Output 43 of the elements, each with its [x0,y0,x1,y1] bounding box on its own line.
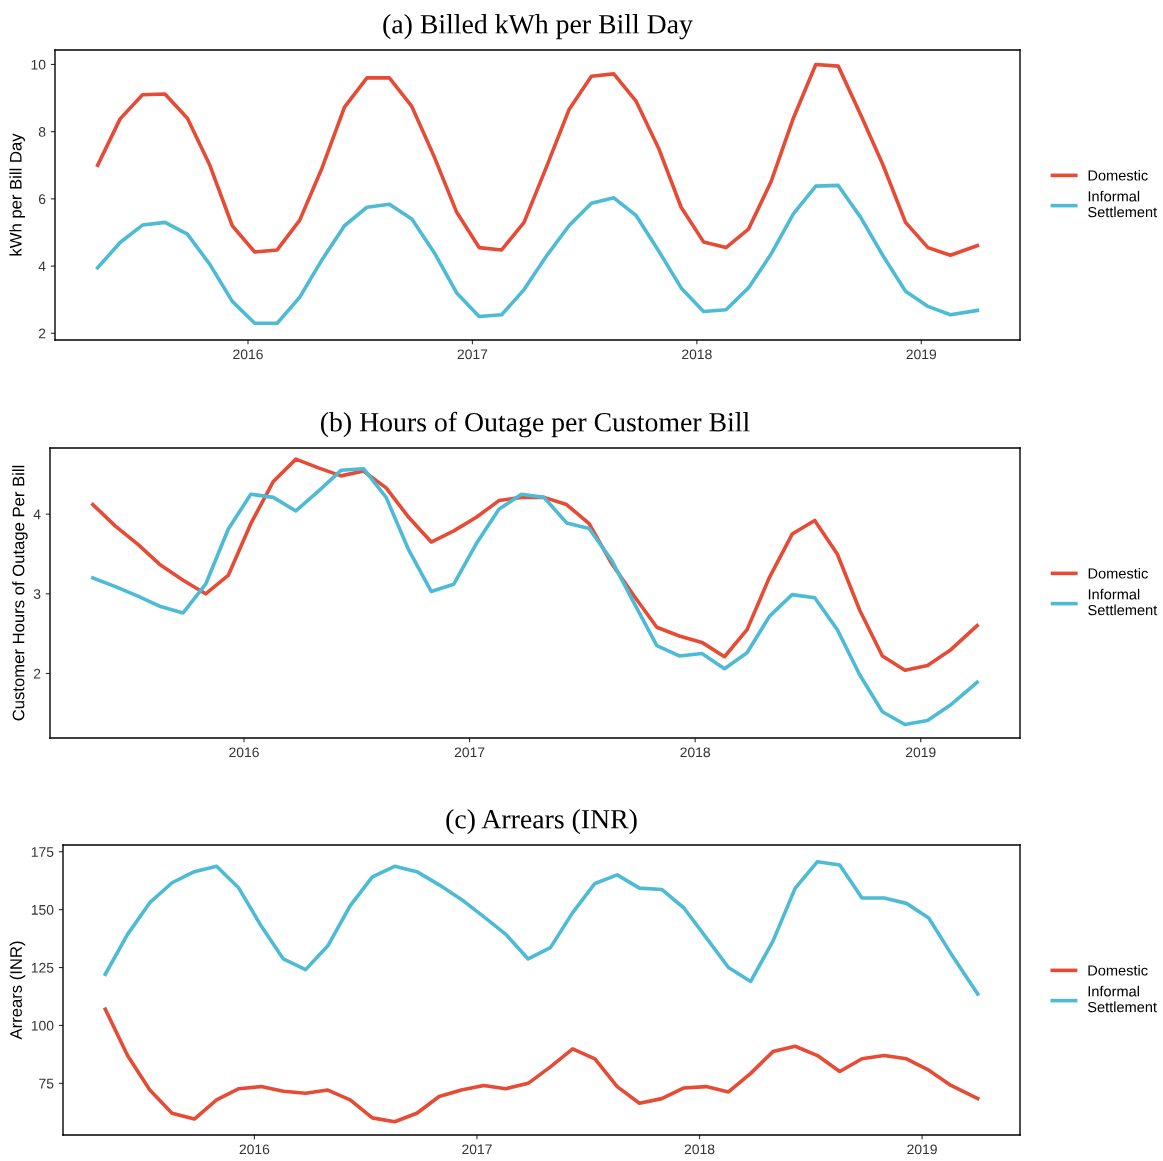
line-series [103,1007,980,1124]
x-tick-label: 2019 [906,349,937,360]
line-series [91,457,979,673]
y-tick-label: 75 [39,1078,54,1089]
x-tick-label: 2019 [906,747,936,758]
y-tick-label: 10 [31,59,46,70]
chart-title: (c) Arrears (INR) [446,809,637,835]
y-tick-label: 6 [38,194,46,205]
chart-title: (b) Hours of Outage per Customer Bill [320,411,750,438]
y-axis-title: kWh per Bill Day [9,133,25,256]
y-tick-label: 2 [38,328,46,339]
x-tick-label: 2018 [682,349,712,360]
x-tick-label: 2016 [233,349,263,360]
x-tick-label: 2019 [907,1144,937,1155]
y-tick-label: 4 [33,509,41,520]
y-tick-label: 4 [38,261,46,272]
y-tick-label: 100 [31,1020,54,1031]
legend-label: Domestic [1088,964,1148,976]
y-tick-label: 175 [31,847,54,857]
line-series [95,183,980,326]
x-tick-label: 2017 [457,349,488,360]
legend-label: Domestic [1088,567,1148,579]
y-tick-label: 125 [31,962,54,973]
legend-label: Informal Settlement [1088,190,1158,218]
x-tick-label: 2018 [684,1144,715,1155]
x-tick-label: 2016 [239,1144,270,1155]
y-axis-title: Arrears (INR) [9,941,26,1040]
line-series [103,859,980,996]
line-series [91,466,979,727]
legend-label: Informal Settlement [1088,588,1158,616]
x-tick-label: 2018 [680,747,711,758]
line-series [95,62,980,258]
legend-label: Domestic [1088,169,1148,181]
x-tick-label: 2017 [454,747,485,758]
x-tick-label: 2016 [229,747,259,758]
y-tick-label: 3 [33,589,41,599]
y-tick-label: 8 [38,126,46,137]
legend-label: Informal Settlement [1087,985,1157,1013]
chart-title: (a) Billed kWh per Bill Day [383,14,693,40]
y-tick-label: 150 [31,904,54,915]
x-tick-label: 2017 [462,1144,492,1155]
y-axis-title: Customer Hours of Outage Per Bill [12,465,28,721]
y-tick-label: 2 [33,668,41,679]
